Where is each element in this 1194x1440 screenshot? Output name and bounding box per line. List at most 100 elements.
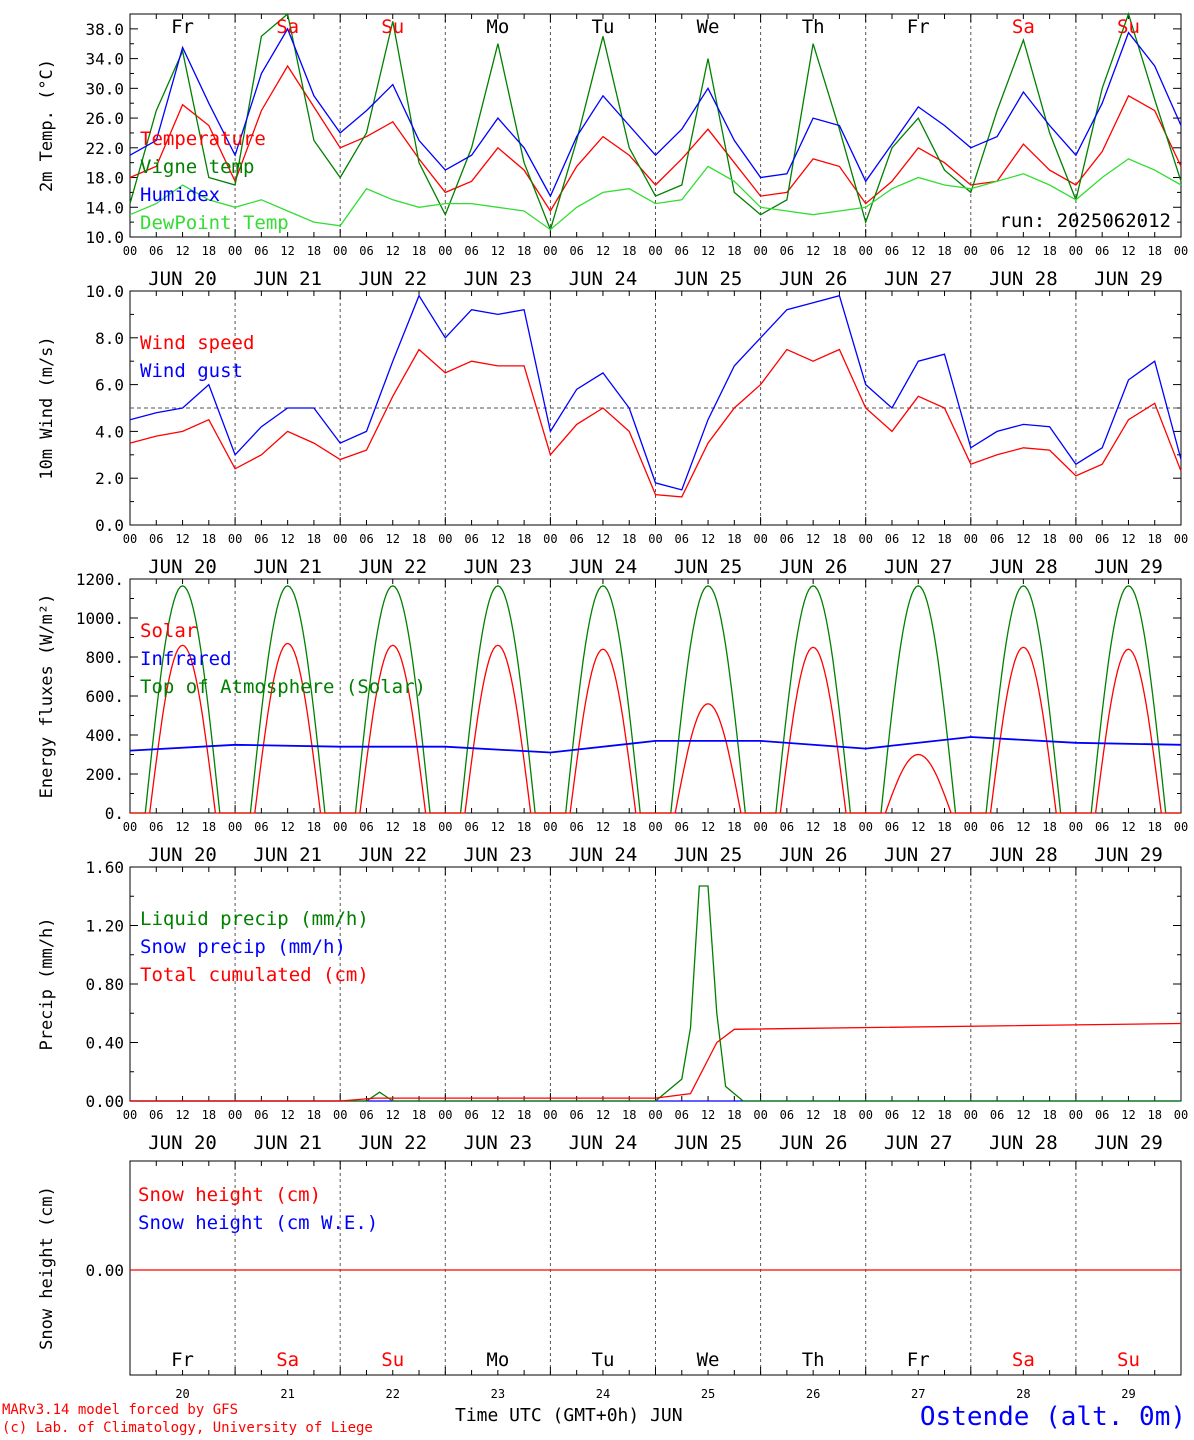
y-tick-label: 0. bbox=[105, 804, 124, 823]
y-tick-label: 4.0 bbox=[95, 422, 124, 441]
x-hour-label: 18 bbox=[1042, 820, 1056, 834]
x-hour-label: 06 bbox=[149, 820, 163, 834]
x-hour-label: 06 bbox=[675, 820, 689, 834]
x-hour-label: 00 bbox=[964, 820, 978, 834]
x-hour-label: 00 bbox=[1174, 820, 1188, 834]
x-hour-label: 12 bbox=[1121, 244, 1135, 258]
x-hour-label: 12 bbox=[596, 532, 610, 546]
x-day-label: JUN 24 bbox=[569, 268, 638, 290]
y-axis-label: 10m Wind (m/s) bbox=[37, 336, 57, 479]
x-day-label: JUN 21 bbox=[253, 844, 322, 866]
day-number-label: 29 bbox=[1121, 1387, 1135, 1401]
x-hour-label: 00 bbox=[964, 1108, 978, 1122]
y-tick-label: 30.0 bbox=[85, 79, 124, 98]
legend-entry: Wind speed bbox=[140, 332, 254, 354]
x-hour-label: 06 bbox=[990, 244, 1004, 258]
x-hour-label: 18 bbox=[1042, 532, 1056, 546]
x-hour-label: 00 bbox=[228, 532, 242, 546]
x-hour-label: 12 bbox=[1016, 1108, 1030, 1122]
x-day-label: JUN 25 bbox=[674, 556, 743, 578]
x-hour-label: 06 bbox=[1095, 532, 1109, 546]
x-hour-label: 00 bbox=[438, 532, 452, 546]
x-hour-label: 12 bbox=[386, 532, 400, 546]
weekday-label: Sa bbox=[1012, 16, 1035, 38]
x-hour-label: 00 bbox=[1069, 820, 1083, 834]
x-hour-label: 00 bbox=[1069, 244, 1083, 258]
series-line bbox=[129, 736, 1182, 754]
x-hour-label: 00 bbox=[438, 820, 452, 834]
weekday-label: Sa bbox=[276, 16, 299, 38]
legend-entry: Infrared bbox=[140, 648, 232, 670]
energy-panel: Energy fluxes (W/m²) 0. 200. 400. 600. 800. 10… bbox=[37, 570, 1188, 866]
legend-entry: Top of Atmosphere (Solar) bbox=[140, 676, 426, 698]
x-hour-label: 18 bbox=[1147, 244, 1161, 258]
x-day-label: JUN 22 bbox=[358, 268, 427, 290]
x-hour-label: 00 bbox=[228, 244, 242, 258]
x-hour-label: 12 bbox=[596, 1108, 610, 1122]
x-hour-label: 06 bbox=[149, 244, 163, 258]
weekday-label: Su bbox=[381, 1349, 404, 1371]
x-day-label: JUN 26 bbox=[779, 1132, 848, 1154]
x-hour-label: 12 bbox=[491, 532, 505, 546]
y-tick-label: 18.0 bbox=[85, 169, 124, 188]
y-tick-label: 2.0 bbox=[95, 469, 124, 488]
x-day-label: JUN 25 bbox=[674, 1132, 743, 1154]
x-hour-label: 00 bbox=[123, 532, 137, 546]
x-hour-label: 00 bbox=[123, 244, 137, 258]
x-hour-label: 06 bbox=[675, 244, 689, 258]
x-day-label: JUN 23 bbox=[464, 268, 533, 290]
weekday-label: Fr bbox=[171, 1349, 194, 1371]
x-hour-label: 06 bbox=[359, 244, 373, 258]
x-day-label: JUN 21 bbox=[253, 556, 322, 578]
weekday-label: Sa bbox=[1012, 1349, 1035, 1371]
x-hour-label: 00 bbox=[123, 1108, 137, 1122]
day-number-label: 28 bbox=[1016, 1387, 1030, 1401]
x-hour-label: 12 bbox=[175, 1108, 189, 1122]
x-hour-label: 06 bbox=[464, 244, 478, 258]
x-hour-label: 06 bbox=[780, 244, 794, 258]
series-line bbox=[130, 642, 1181, 814]
x-hour-label: 12 bbox=[175, 820, 189, 834]
legend-entry: Snow precip (mm/h) bbox=[140, 936, 346, 958]
x-hour-label: 18 bbox=[727, 532, 741, 546]
legend-entry: Temperature bbox=[140, 128, 266, 150]
x-hour-label: 12 bbox=[386, 1108, 400, 1122]
series-line bbox=[130, 885, 1181, 1102]
footer-model-credit: MARv3.14 model forced by GFS bbox=[2, 1402, 239, 1418]
x-hour-label: 00 bbox=[858, 820, 872, 834]
weekday-label: Mo bbox=[486, 16, 509, 38]
day-number-label: 25 bbox=[701, 1387, 715, 1401]
x-hour-label: 00 bbox=[753, 244, 767, 258]
y-tick-label: 200. bbox=[85, 765, 124, 784]
x-hour-label: 06 bbox=[149, 1108, 163, 1122]
x-hour-label: 06 bbox=[569, 1108, 583, 1122]
x-day-label: JUN 24 bbox=[569, 844, 638, 866]
y-tick-label: 22.0 bbox=[85, 139, 124, 158]
x-hour-label: 18 bbox=[307, 532, 321, 546]
x-hour-label: 18 bbox=[937, 532, 951, 546]
x-hour-label: 00 bbox=[333, 820, 347, 834]
x-hour-label: 12 bbox=[280, 1108, 294, 1122]
x-hour-label: 18 bbox=[1042, 1108, 1056, 1122]
x-day-label: JUN 20 bbox=[148, 844, 217, 866]
x-hour-label: 12 bbox=[386, 244, 400, 258]
x-day-label: JUN 27 bbox=[884, 556, 953, 578]
x-day-label: JUN 21 bbox=[253, 268, 322, 290]
x-hour-label: 12 bbox=[701, 1108, 715, 1122]
x-hour-label: 18 bbox=[832, 532, 846, 546]
x-hour-label: 06 bbox=[464, 1108, 478, 1122]
x-hour-label: 18 bbox=[1147, 1108, 1161, 1122]
y-axis-label: Precip (mm/h) bbox=[37, 917, 57, 1050]
x-hour-label: 18 bbox=[517, 244, 531, 258]
y-tick-label: 800. bbox=[85, 648, 124, 667]
weekday-label: We bbox=[697, 1349, 720, 1371]
x-hour-label: 00 bbox=[964, 532, 978, 546]
x-hour-label: 12 bbox=[1016, 820, 1030, 834]
x-hour-label: 06 bbox=[1095, 820, 1109, 834]
x-hour-label: 18 bbox=[517, 1108, 531, 1122]
x-hour-label: 00 bbox=[964, 244, 978, 258]
weekday-label: Su bbox=[1117, 1349, 1140, 1371]
y-tick-label: 1200. bbox=[76, 570, 124, 589]
x-day-label: JUN 20 bbox=[148, 268, 217, 290]
x-day-label: JUN 23 bbox=[464, 1132, 533, 1154]
